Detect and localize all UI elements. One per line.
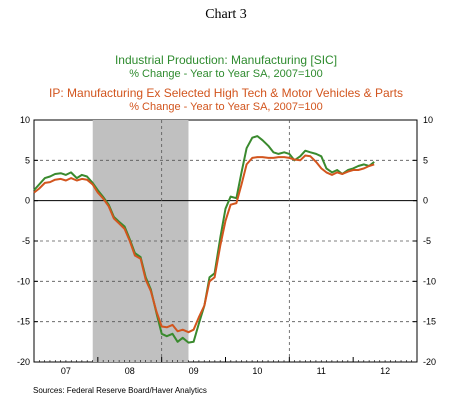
x-tick-label: 10 <box>252 366 262 376</box>
y-tick-label-right: -20 <box>423 357 436 367</box>
series-line-1 <box>33 135 375 344</box>
y-tick-label-left: 0 <box>25 196 30 206</box>
y-tick-label-left: -5 <box>22 236 30 246</box>
title-group: Industrial Production: Manufacturing [SI… <box>49 53 403 113</box>
chart-header: Chart 3 <box>205 7 247 22</box>
y-tick-label-left: 5 <box>25 155 30 165</box>
chart-title-line: % Change - Year to Year SA, 2007=100 <box>129 68 323 80</box>
y-tick-label-right: -5 <box>423 236 431 246</box>
y-tick-label-left: -10 <box>17 276 30 286</box>
y-tick-label-left: 10 <box>20 115 30 125</box>
source-note: Sources: Federal Reserve Board/Haver Ana… <box>33 386 207 395</box>
series-line-2 <box>33 154 375 334</box>
x-tick-label: 09 <box>189 366 199 376</box>
y-tick-label-right: -15 <box>423 317 436 327</box>
y-tick-label-right: 0 <box>423 196 428 206</box>
axis-group: 10 10 5 5 0 0 -5 -5 -10 -10 -15 -15 -20 -20 07 08 09 10 11… <box>17 115 436 376</box>
y-tick-label-right: 5 <box>423 155 428 165</box>
chart-title-line: IP: Manufacturing Ex Selected High Tech … <box>49 86 403 100</box>
x-tick-label: 07 <box>61 366 71 376</box>
grid-group <box>34 120 417 362</box>
y-tick-label-left: -15 <box>17 317 30 327</box>
y-tick-label-right: -10 <box>423 276 436 286</box>
x-tick-label: 08 <box>125 366 135 376</box>
chart-title-line: Industrial Production: Manufacturing [SI… <box>115 53 337 67</box>
x-tick-label: 12 <box>380 366 390 376</box>
x-tick-label: 11 <box>317 366 326 376</box>
series-group <box>33 135 375 344</box>
y-tick-label-right: 10 <box>423 115 433 125</box>
y-tick-label-left: -20 <box>17 357 30 367</box>
chart-title-line: % Change - Year to Year SA, 2007=100 <box>129 101 323 113</box>
